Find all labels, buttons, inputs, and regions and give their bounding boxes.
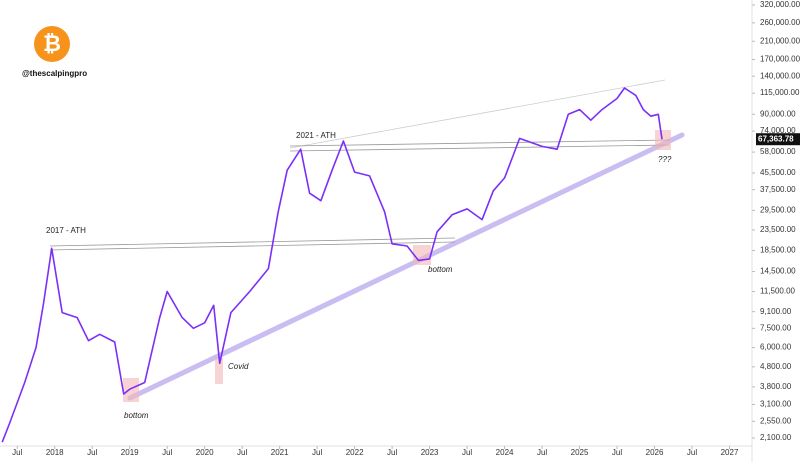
logo bbox=[34, 26, 70, 62]
y-tick-label: 90,000.00 bbox=[760, 109, 796, 118]
plot bbox=[1, 87, 663, 443]
price-label: 67,363.78 bbox=[758, 134, 794, 143]
x-tick-label: Jul bbox=[387, 448, 397, 457]
y-tick-label: 6,000.00 bbox=[760, 343, 792, 352]
resistance-trendline bbox=[289, 79, 666, 149]
y-tick-label: 140,000.00 bbox=[760, 71, 800, 80]
y-tick-label: 7,500.00 bbox=[760, 323, 792, 332]
x-tick-label: Jul bbox=[537, 448, 547, 457]
x-tick-label: Jul bbox=[162, 448, 172, 457]
x-tick-label: Jul bbox=[462, 448, 472, 457]
price-label-bg bbox=[756, 133, 800, 146]
y-tick-label: 14,500.00 bbox=[760, 267, 796, 276]
level-line bbox=[49, 241, 456, 251]
x-tick-label: 2025 bbox=[571, 448, 589, 457]
zone bbox=[413, 245, 431, 265]
x-tick-label: Jul bbox=[12, 448, 22, 457]
handle: @thescalpingpro bbox=[22, 69, 87, 78]
y-tick-label: 18,500.00 bbox=[760, 246, 796, 255]
y-tick-label: 37,500.00 bbox=[760, 185, 796, 194]
x-tick-label: Jul bbox=[87, 448, 97, 457]
x-tick-label: 2027 bbox=[721, 448, 739, 457]
x-tick-label: 2021 bbox=[271, 448, 289, 457]
y-tick-label: 115,000.00 bbox=[760, 88, 800, 97]
annotation: Covid bbox=[228, 362, 249, 371]
y-tick-label: 11,500.00 bbox=[760, 287, 796, 296]
x-tick-label: 2024 bbox=[496, 448, 514, 457]
annotation: bottom bbox=[428, 265, 453, 274]
y-tick-label: 29,500.00 bbox=[760, 205, 796, 214]
annotation: 2017 - ATH bbox=[46, 226, 86, 235]
y-tick-label: 74,000.00 bbox=[760, 126, 796, 135]
y-tick-label: 23,500.00 bbox=[760, 225, 796, 234]
annotation: ??? bbox=[658, 155, 672, 164]
x-tick-label: 2019 bbox=[121, 448, 139, 457]
y-tick-label: 2,100.00 bbox=[760, 433, 792, 442]
logo-symbol: ₿ bbox=[43, 31, 61, 56]
x-tick-label: 2026 bbox=[646, 448, 664, 457]
y-tick-label: 4,800.00 bbox=[760, 362, 792, 371]
zone bbox=[655, 130, 671, 150]
x-tick-label: Jul bbox=[237, 448, 247, 457]
level-line bbox=[289, 139, 671, 147]
y-tick-label: 170,000.00 bbox=[760, 55, 800, 64]
x-tick-label: 2022 bbox=[346, 448, 364, 457]
x-tick-label: Jul bbox=[312, 448, 322, 457]
y-tick-label: 3,100.00 bbox=[760, 400, 792, 409]
y-tick-label: 260,000.00 bbox=[760, 18, 800, 27]
zone bbox=[215, 358, 223, 384]
support-trendline bbox=[127, 132, 685, 401]
zone bbox=[123, 378, 139, 402]
y-tick-label: 210,000.00 bbox=[760, 36, 800, 45]
x-tick-label: 2023 bbox=[421, 448, 439, 457]
level-line bbox=[289, 144, 671, 152]
x-tick-label: Jul bbox=[612, 448, 622, 457]
annotation: 2021 - ATH bbox=[296, 131, 336, 140]
y-tick-label: 9,100.00 bbox=[760, 307, 792, 316]
y-tick-label: 320,000.00 bbox=[760, 0, 800, 9]
level-line bbox=[49, 237, 456, 247]
y-tick-label: 45,500.00 bbox=[760, 168, 796, 177]
x-tick-label: 2020 bbox=[196, 448, 214, 457]
x-tick-label: Jul bbox=[687, 448, 697, 457]
y-tick-label: 3,800.00 bbox=[760, 382, 792, 391]
annotation: bottom bbox=[124, 411, 149, 420]
y-tick-label: 58,000.00 bbox=[760, 147, 796, 156]
x-tick-label: 2018 bbox=[46, 448, 64, 457]
price-line bbox=[1, 87, 663, 443]
y-tick-label: 2,550.00 bbox=[760, 416, 792, 425]
